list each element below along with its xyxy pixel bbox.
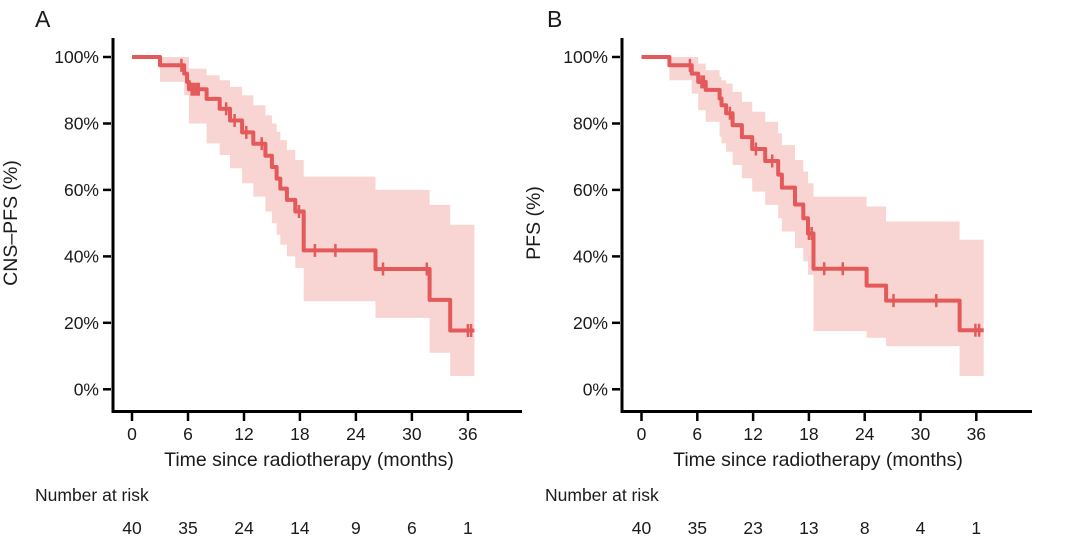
risk-table-header: Number at risk	[545, 485, 659, 505]
x-tick-label: 0	[637, 424, 647, 444]
km-curve	[132, 55, 475, 333]
risk-count: 1	[463, 518, 473, 538]
x-tick-label: 6	[692, 424, 702, 444]
x-tick-label: 24	[855, 424, 875, 444]
risk-count: 24	[234, 518, 254, 538]
x-tick-label: 12	[743, 424, 762, 444]
confidence-band	[160, 57, 475, 376]
x-tick-label: 24	[346, 424, 366, 444]
y-tick-label: 60%	[573, 180, 608, 200]
risk-count: 9	[351, 518, 361, 538]
y-tick-label: 20%	[573, 313, 608, 333]
y-tick-label: 20%	[64, 313, 99, 333]
risk-count: 35	[688, 518, 707, 538]
risk-count: 13	[799, 518, 818, 538]
y-tick-label: 60%	[64, 180, 99, 200]
risk-table-header: Number at risk	[35, 485, 149, 505]
risk-count: 6	[407, 518, 417, 538]
censor-marks	[180, 58, 473, 337]
y-tick-label: 0%	[74, 379, 99, 399]
x-tick-label: 18	[290, 424, 309, 444]
x-tick-label: 6	[183, 424, 193, 444]
y-tick-label: 100%	[563, 47, 608, 67]
risk-count: 35	[178, 518, 197, 538]
risk-count: 23	[743, 518, 762, 538]
censor-marks	[688, 58, 981, 337]
x-tick-label: 12	[234, 424, 253, 444]
panel-letter: A	[35, 6, 51, 32]
x-tick-label: 30	[911, 424, 931, 444]
y-tick-label: 80%	[573, 114, 608, 134]
x-axis-label: Time since radiotherapy (months)	[164, 449, 454, 471]
x-tick-label: 36	[967, 424, 986, 444]
y-tick-label: 40%	[573, 246, 608, 266]
y-tick-label: 100%	[54, 47, 99, 67]
x-tick-label: 18	[799, 424, 818, 444]
y-axis-label: CNS–PFS (%)	[0, 160, 22, 286]
confidence-band	[669, 57, 984, 376]
y-tick-label: 80%	[64, 114, 99, 134]
x-tick-label: 0	[127, 424, 137, 444]
y-tick-label: 0%	[583, 379, 608, 399]
x-axis-label: Time since radiotherapy (months)	[673, 449, 963, 471]
risk-count: 14	[290, 518, 310, 538]
x-tick-label: 30	[402, 424, 422, 444]
x-tick-label: 36	[458, 424, 477, 444]
risk-count: 40	[122, 518, 142, 538]
y-tick-label: 40%	[64, 246, 99, 266]
risk-count: 4	[916, 518, 926, 538]
y-axis-label: PFS (%)	[523, 186, 545, 260]
risk-count: 40	[632, 518, 652, 538]
risk-count: 8	[860, 518, 870, 538]
risk-count: 1	[971, 518, 981, 538]
panel-letter: B	[547, 6, 562, 32]
